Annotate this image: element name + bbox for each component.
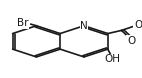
- Text: N: N: [80, 21, 88, 31]
- Text: OH: OH: [104, 54, 120, 64]
- Text: O: O: [127, 36, 135, 46]
- Text: O: O: [134, 20, 142, 30]
- Text: Br: Br: [17, 18, 28, 28]
